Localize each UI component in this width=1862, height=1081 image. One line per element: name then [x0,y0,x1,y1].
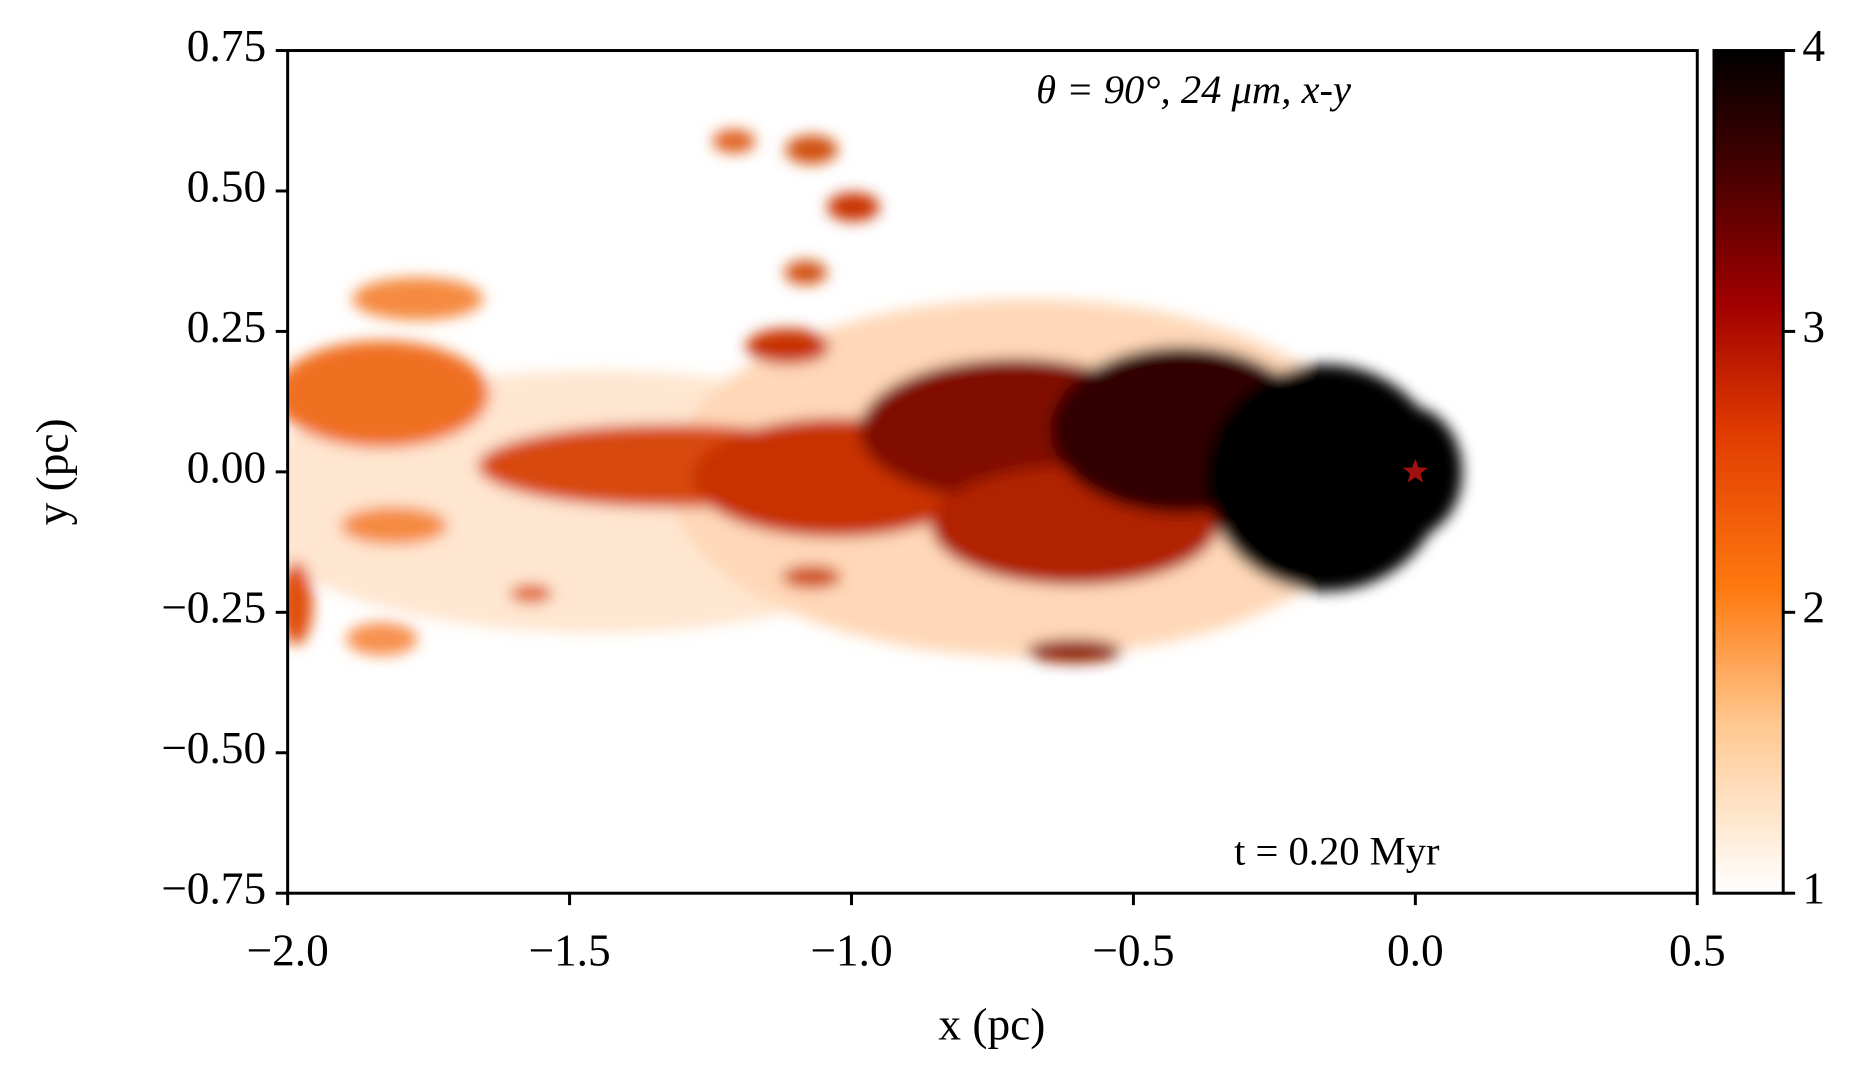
x-tick-label: 0.0 [1387,926,1444,976]
x-axis-label: x (pc) [938,1000,1045,1050]
colorbar [1712,49,1785,895]
x-tick-label: −1.0 [810,926,892,976]
y-tick-label: 0.50 [187,161,266,211]
colorbar-tick-label: 4 [1802,21,1825,71]
x-tick-label: 0.5 [1669,926,1726,976]
y-tick-label: 0.25 [187,302,266,352]
time-label: t = 0.20 Myr [1234,828,1440,873]
colorbar-tick-label: 1 [1802,864,1825,914]
star-marker [1402,458,1428,483]
y-tick-label: 0.75 [187,21,266,71]
colorbar-tick-label: 2 [1802,583,1825,633]
y-tick-label: −0.75 [161,864,266,914]
x-tick-label: −1.5 [528,926,610,976]
y-tick-label: −0.25 [161,583,266,633]
x-tick-label: −0.5 [1092,926,1174,976]
annotation: θ = 90°, 24 μm, x-y [1036,67,1352,112]
x-tick-label: −2.0 [247,926,329,976]
heatmap-image [287,129,1463,663]
y-tick-label: −0.50 [161,723,266,773]
y-axis-label: y (pc) [28,418,78,525]
y-tick-label: 0.00 [187,442,266,492]
colorbar-tick-label: 3 [1802,302,1825,352]
